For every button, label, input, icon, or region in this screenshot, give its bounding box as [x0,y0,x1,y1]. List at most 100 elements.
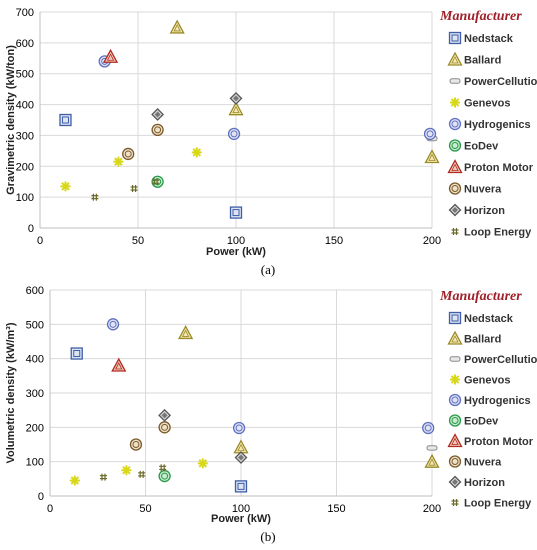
legend-marker-horizon [448,475,462,489]
y-tick-label: 400 [26,354,44,366]
figure-caption: (a) [261,262,275,277]
data-point-genevos [113,156,124,167]
x-tick-label: 150 [325,235,343,247]
data-point-nedstack [229,206,243,219]
legend-entry-label: EoDev [464,416,499,428]
data-point-ballard [424,453,440,468]
legend-entry-label: Proton Motor [464,436,534,448]
y-tick-label: 200 [26,422,44,434]
legend-entry-label: PowerCellution [464,76,537,88]
x-tick-label: 0 [37,235,43,247]
data-point-ballard [228,101,244,116]
chart-panel-a: 0 100 200 300 400 500 600 700 0 50 100 150 200 Power … [5,7,537,277]
data-point-eodev [158,469,171,483]
x-tick-label: 0 [47,503,53,515]
legend-entry-label: PowerCellution [464,354,537,366]
data-point-loop-energy [159,464,167,472]
data-point-hydrogenics [232,421,246,435]
y-tick-label: 300 [26,388,44,400]
legend-marker-hydrogenics [448,117,462,131]
data-point-horizon [151,108,165,121]
y-tick-label: 200 [16,161,34,173]
data-point-nedstack [70,347,83,360]
data-point-hydrogenics [106,318,120,331]
chart-panel-b: 0 100 200 300 400 500 600 0 50 100 150 200 Power (kW… [5,285,537,544]
data-point-loop-energy [99,473,107,481]
legend-entry-label: Genevos [464,98,510,110]
legend-entry-label: Proton Motor [464,162,534,174]
data-point-horizon [229,91,243,105]
data-point-nuvera [151,123,164,137]
x-tick-label: 200 [423,503,441,515]
x-tick-label: 150 [327,503,345,515]
data-point-nedstack [234,480,248,493]
legend-marker-ballard [447,51,463,66]
data-point-genevos [191,147,202,158]
legend-entry-label: Nedstack [464,33,514,45]
legend-marker-proton-motor [447,159,463,174]
x-tick-label: 50 [132,235,144,247]
legend-entry-label: Nuvera [464,184,502,196]
data-point-ballard [178,325,194,340]
legend-marker-nuvera [448,455,462,468]
y-tick-label: 700 [16,7,34,19]
y-tick-label: 0 [28,223,34,235]
legend-entry-label: Loop Energy [464,227,532,239]
legend-entry-label: Ballard [464,55,501,67]
legend: Manufacturer Nedstack Ballard PowerCellutio… [439,9,537,239]
legend-entry-label: Horizon [464,477,505,489]
x-tick-label: 200 [423,235,441,247]
legend-marker-proton-motor [447,433,463,448]
x-axis-label: Power (kW) [206,246,266,258]
data-point-genevos [121,465,132,476]
x-tick-label: 100 [232,503,250,515]
data-point-nuvera [158,421,171,434]
data-point-loop-energy [152,178,160,186]
data-point-powercellution [426,445,438,451]
legend-title: Manufacturer [439,9,522,24]
legend-entry-label: Horizon [464,205,505,217]
figure-caption: (b) [260,529,275,544]
data-point-genevos [60,181,71,192]
legend-entry-label: Genevos [464,375,510,387]
y-tick-label: 600 [16,38,34,50]
legend-entry-label: Nedstack [464,313,514,325]
data-point-loop-energy [138,470,146,478]
data-point-hydrogenics [423,127,437,141]
legend: Manufacturer Nedstack Ballard PowerCellutio… [439,289,537,510]
data-point-ballard [169,19,185,34]
legend-entry-label: Ballard [464,334,501,346]
data-point-ballard [424,149,440,164]
data-point-horizon [158,408,172,422]
data-point-genevos [69,475,80,486]
y-axis-label: Volumetric density (kW/m³) [5,322,17,463]
legend-marker-eodev [448,139,462,152]
data-point-loop-energy [91,193,99,201]
data-point-nuvera [122,147,135,161]
legend-marker-genevos [450,97,460,108]
y-tick-label: 0 [38,491,44,503]
data-point-nuvera [129,438,143,451]
legend-marker-horizon [448,203,462,217]
y-tick-label: 400 [16,100,34,112]
x-tick-label: 50 [139,503,151,515]
legend-entry-label: EoDev [464,141,499,153]
y-tick-label: 100 [26,457,44,469]
x-tick-label: 100 [227,235,245,247]
data-point-hydrogenics [422,421,435,435]
data-point-nedstack [59,113,72,127]
legend-entry-label: Hydrogenics [464,395,531,407]
legend-marker-nuvera [448,182,462,195]
legend-marker-hydrogenics [448,393,462,407]
y-tick-label: 300 [16,130,34,142]
legend-marker-eodev [448,414,462,427]
legend-marker-powercellution [449,78,461,84]
data-point-proton-motor [102,48,119,63]
y-tick-label: 500 [26,319,44,331]
legend-marker-ballard [447,330,463,345]
legend-marker-nedstack [448,31,462,45]
y-axis-label: Gravimetric density (kW/ton) [5,45,17,195]
x-axis-label: Power (kW) [211,513,271,525]
legend-entry-label: Loop Energy [464,498,532,510]
